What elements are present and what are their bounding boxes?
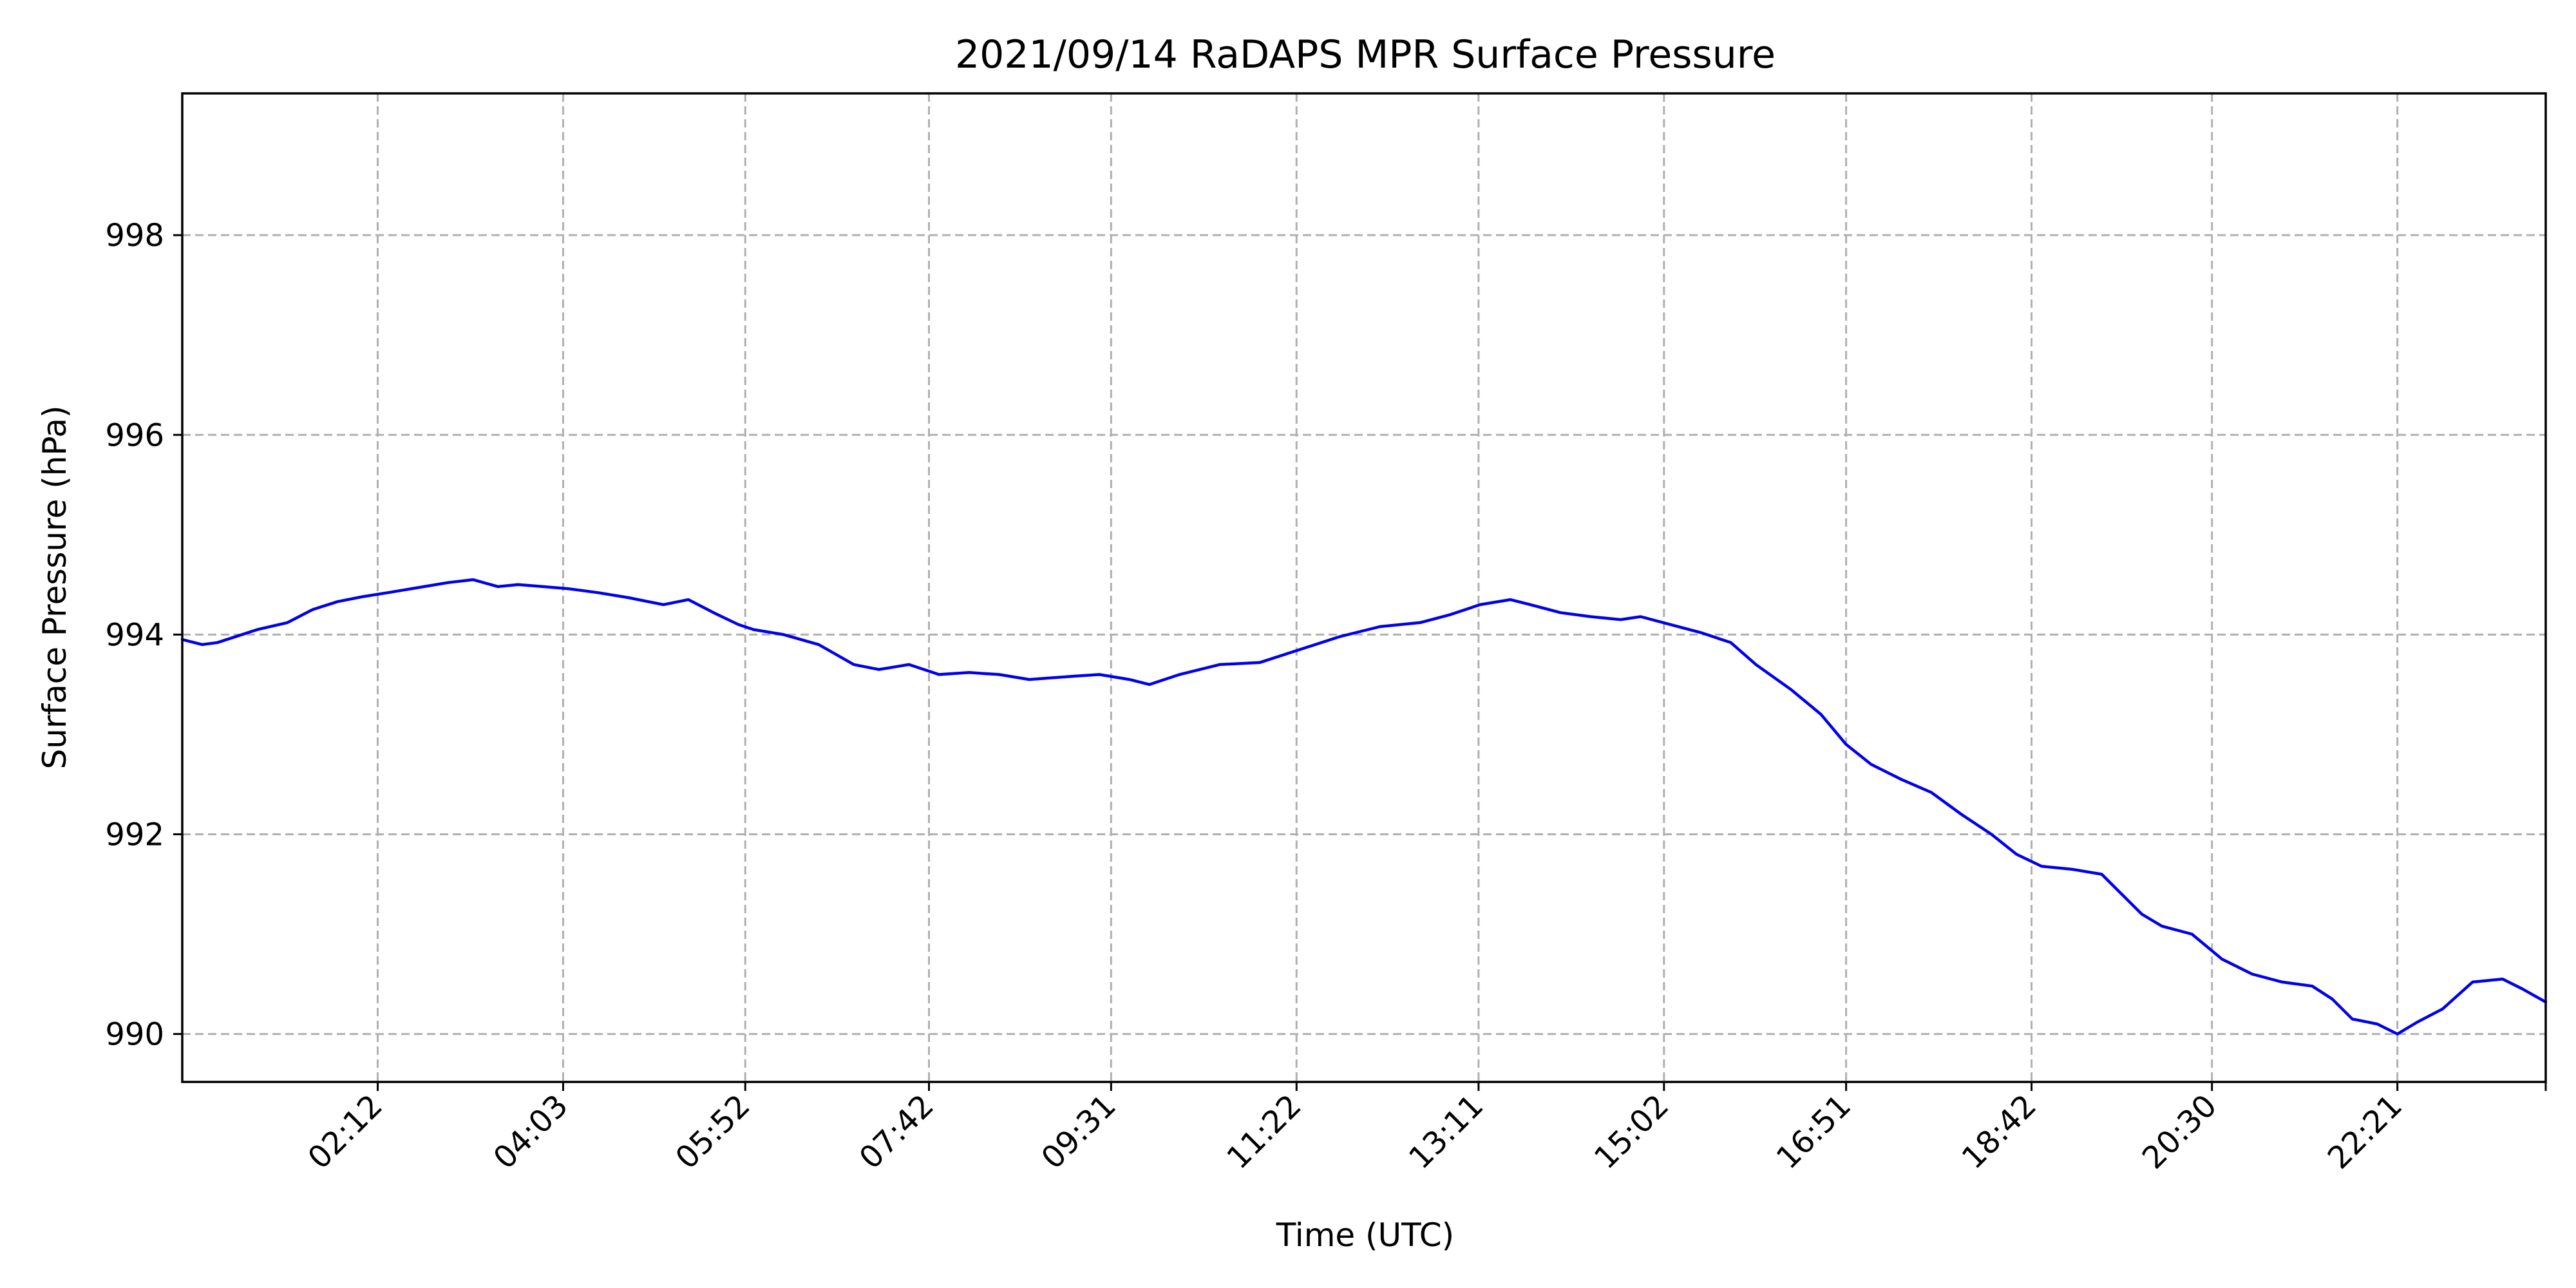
chart-title: 2021/09/14 RaDAPS MPR Surface Pressure xyxy=(955,32,1776,77)
y-tick-label: 990 xyxy=(105,1017,164,1053)
series-group xyxy=(180,578,2548,1036)
y-tick-label: 996 xyxy=(105,417,164,453)
y-tick-label: 994 xyxy=(105,617,164,653)
y-tick-label: 992 xyxy=(105,817,164,853)
y-axis: 990 992 994 996 998 xyxy=(105,218,182,1053)
series-line xyxy=(180,578,2548,1036)
y-tick-label: 998 xyxy=(105,218,164,254)
y-axis-label: Surface Pressure (hPa) xyxy=(36,405,73,769)
plot-frame xyxy=(181,92,2547,1083)
x-axis-label: Time (UTC) xyxy=(1276,1217,1454,1254)
